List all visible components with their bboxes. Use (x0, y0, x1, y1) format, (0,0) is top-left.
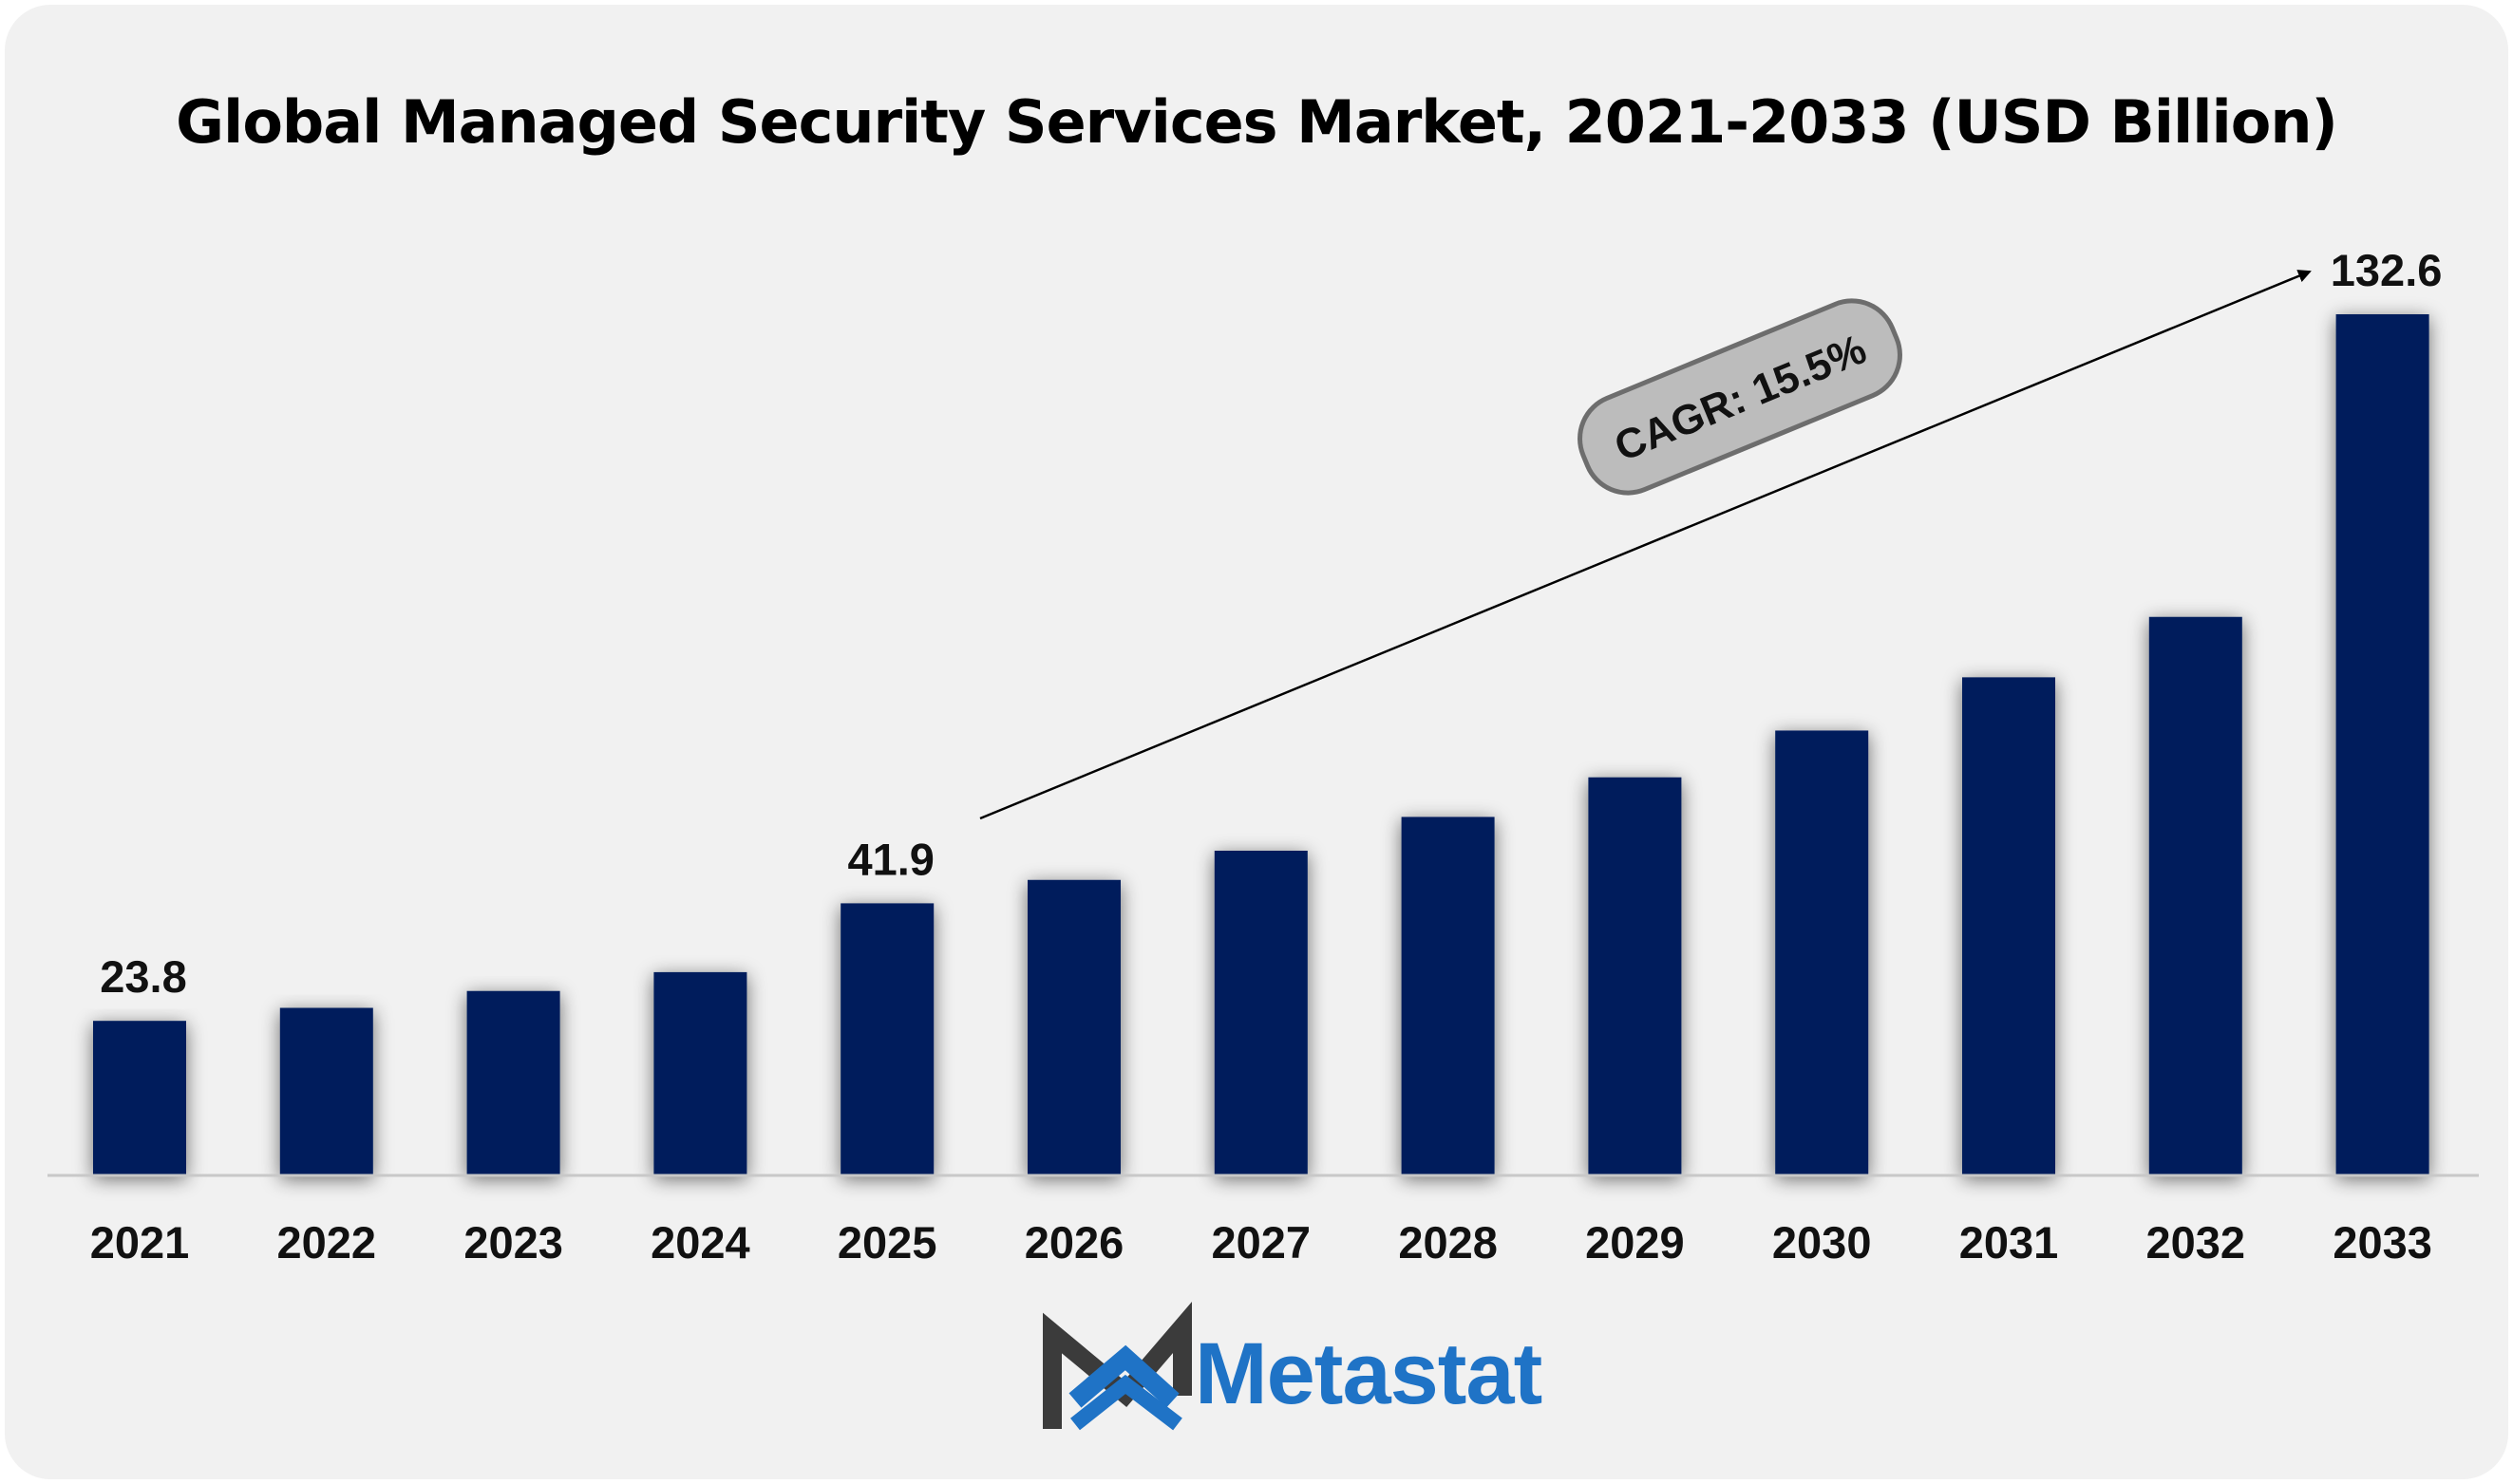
bars-layer (93, 314, 2429, 1175)
bar-2032 (2148, 616, 2242, 1175)
bar-2026 (1028, 879, 1121, 1175)
bar-2029 (1588, 777, 1682, 1175)
bar-2023 (466, 990, 560, 1175)
bar-2033 (2335, 314, 2429, 1175)
x-tick-label-2031: 2031 (1959, 1217, 2059, 1268)
x-tick-label-2033: 2033 (2333, 1217, 2432, 1268)
bar-2024 (653, 971, 747, 1175)
x-tick-label-2032: 2032 (2146, 1217, 2246, 1268)
data-label-2033: 132.6 (2331, 245, 2443, 295)
data-label-2021: 23.8 (100, 951, 186, 1002)
x-tick-label-2025: 2025 (838, 1217, 937, 1268)
bar-2031 (1962, 677, 2055, 1175)
brand-name: Metastat (1195, 1325, 1542, 1422)
chart-title: Global Managed Security Services Market,… (176, 87, 2338, 157)
chart-card (5, 5, 2508, 1479)
bar-2021 (93, 1021, 186, 1175)
data-label-2025: 41.9 (847, 834, 934, 884)
metastat-logo-icon (1043, 1301, 1192, 1431)
x-tick-labels: 2021 2022 2023 2024 2025 2026 2027 2028 2029 2030… (90, 1217, 2432, 1268)
x-tick-label-2027: 2027 (1212, 1217, 1312, 1268)
cagr-trend-arrow (979, 270, 2312, 820)
bar-2025 (841, 903, 935, 1175)
data-labels: 23.8 41.9 132.6 (100, 245, 2442, 1002)
x-tick-label-2023: 2023 (463, 1217, 563, 1268)
bar-2022 (279, 1007, 373, 1175)
x-tick-label-2028: 2028 (1398, 1217, 1498, 1268)
x-tick-label-2030: 2030 (1772, 1217, 1872, 1268)
x-tick-label-2029: 2029 (1585, 1217, 1685, 1268)
x-tick-label-2024: 2024 (651, 1217, 750, 1268)
x-tick-label-2021: 2021 (90, 1217, 190, 1268)
cagr-badge: CAGR: 15.5% (1578, 298, 1902, 496)
bar-2027 (1214, 850, 1308, 1175)
bar-2030 (1775, 730, 1869, 1175)
bar-2028 (1401, 817, 1495, 1175)
x-tick-label-2026: 2026 (1025, 1217, 1124, 1268)
x-tick-label-2022: 2022 (277, 1217, 377, 1268)
